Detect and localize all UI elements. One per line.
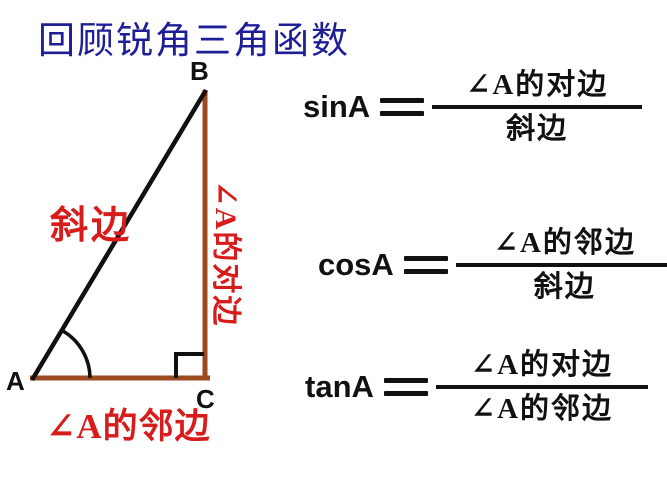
formula-sin-numerator: ∠A的对边 <box>466 69 609 101</box>
formula-sin-name: sinA <box>303 88 371 124</box>
formula-cos-denominator: 斜边 <box>533 270 596 303</box>
formula-tan-denominator: ∠A的邻边 <box>470 392 614 425</box>
equals-icon <box>380 97 425 116</box>
fraction-bar <box>455 263 667 267</box>
formula-cos-fraction: ∠A的邻边 斜边 <box>455 223 667 307</box>
opposite-side-label: ∠A的对边 <box>209 180 242 328</box>
formula-sin-denominator: 斜边 <box>506 112 569 145</box>
angle-a-arc <box>62 329 92 379</box>
triangle-hypotenuse-ab <box>30 88 208 382</box>
formula-cos-name: cosA <box>318 246 394 282</box>
formula-cos-numerator: ∠A的邻边 <box>493 227 636 259</box>
page-title: 回顾锐角三角函数 <box>38 21 350 62</box>
fraction-bar <box>435 385 648 389</box>
formula-sin-fraction: ∠A的对边 斜边 <box>432 65 643 149</box>
fraction-bar <box>432 105 643 109</box>
vertex-label-b: B <box>190 56 209 86</box>
formula-tan-numerator: ∠A的对边 <box>470 349 614 381</box>
formula-tan-name: tanA <box>305 368 374 404</box>
vertex-label-a: A <box>6 366 25 396</box>
vertex-label-c: C <box>196 384 215 414</box>
equals-icon <box>383 377 428 396</box>
equals-icon <box>403 255 448 274</box>
hypotenuse-label: 斜边 <box>50 205 133 247</box>
formula-sin: sinA ∠A的对边 斜边 <box>303 65 643 149</box>
formula-cos: cosA ∠A的邻边 斜边 <box>318 223 667 307</box>
adjacent-side-label: ∠A的邻边 <box>46 407 211 446</box>
right-angle-marker <box>174 352 204 378</box>
formula-tan-fraction: ∠A的对边 ∠A的邻边 <box>435 345 648 429</box>
formula-tan: tanA ∠A的对边 ∠A的邻边 <box>305 345 648 429</box>
